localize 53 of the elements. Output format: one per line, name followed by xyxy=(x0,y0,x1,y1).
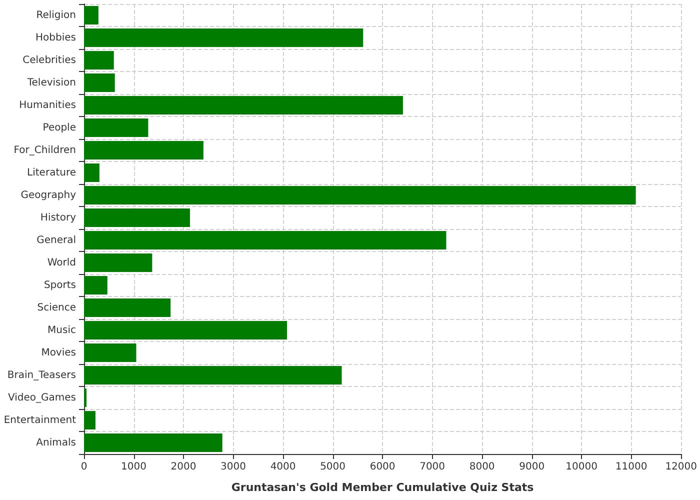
y-tick-label: Entertainment xyxy=(4,414,76,426)
bar xyxy=(84,434,222,452)
bar xyxy=(84,164,100,182)
y-tick-label: Science xyxy=(37,302,76,314)
x-tick-label: 12000 xyxy=(665,462,697,472)
y-tick-label: General xyxy=(36,234,76,246)
x-tick-label: 6000 xyxy=(370,462,396,472)
x-axis-title: Gruntasan's Gold Member Cumulative Quiz Stats xyxy=(231,481,534,494)
bar xyxy=(84,208,190,227)
y-tick-label: Animals xyxy=(36,437,76,448)
bar xyxy=(84,344,136,362)
x-tick-label: 5000 xyxy=(320,462,346,472)
bar xyxy=(84,51,114,70)
bar xyxy=(84,298,171,317)
bar xyxy=(84,276,108,294)
y-tick-label: Geography xyxy=(20,190,76,201)
x-tick-label: 3000 xyxy=(220,462,246,472)
x-tick-label: 0 xyxy=(80,462,88,472)
y-tick-label: Brain_Teasers xyxy=(7,370,76,381)
bar xyxy=(84,28,364,47)
y-tick-label: Humanities xyxy=(19,100,76,111)
x-tick-label: 11000 xyxy=(615,462,648,472)
y-tick-label: Music xyxy=(48,324,76,336)
bar xyxy=(84,231,446,250)
y-tick-label: Movies xyxy=(41,347,76,358)
y-tick-label: Celebrities xyxy=(22,54,76,66)
bar xyxy=(84,96,403,114)
bar xyxy=(84,366,342,384)
bar xyxy=(84,6,98,24)
bar xyxy=(84,141,204,160)
y-tick-label: Hobbies xyxy=(36,32,76,44)
bar xyxy=(84,321,288,340)
x-tick-label: 9000 xyxy=(519,462,545,472)
bar xyxy=(84,411,96,430)
x-tick-label: 4000 xyxy=(270,462,296,472)
y-tick-label: People xyxy=(42,122,76,134)
y-tick-label: Video_Games xyxy=(8,392,76,404)
y-tick-label: For_Children xyxy=(14,144,76,156)
x-tick-label: 2000 xyxy=(170,462,196,472)
x-tick-label: 1000 xyxy=(121,462,146,472)
x-tick-label: 8000 xyxy=(469,462,495,472)
y-tick-label: Literature xyxy=(27,167,76,178)
x-tick-label: 7000 xyxy=(420,462,446,472)
bar xyxy=(84,74,115,92)
bar xyxy=(84,186,636,204)
y-tick-label: History xyxy=(40,212,76,224)
x-tick-label: 10000 xyxy=(566,462,598,472)
y-tick-label: Television xyxy=(26,77,76,88)
y-tick-label: Religion xyxy=(36,10,76,21)
bar xyxy=(84,254,152,272)
bar xyxy=(84,118,148,137)
y-tick-label: World xyxy=(47,257,76,268)
y-tick-label: Sports xyxy=(44,280,76,291)
